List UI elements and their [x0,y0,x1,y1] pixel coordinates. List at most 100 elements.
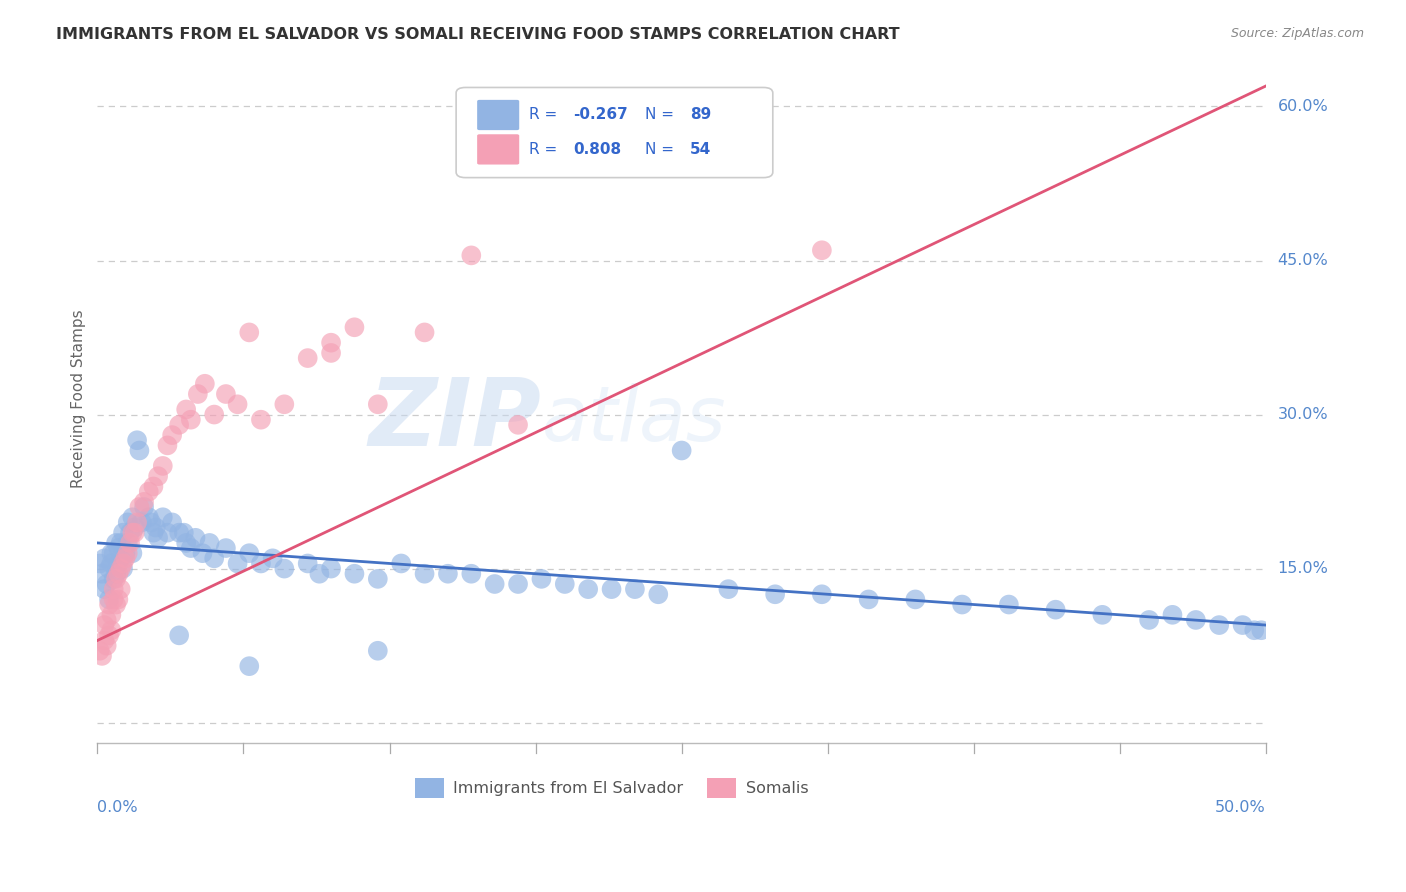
Point [1208,618,1230,632]
Point [194,376,217,391]
Text: R =: R = [529,108,561,122]
Point [191,546,214,560]
Point [105,598,128,612]
Text: 50.0%: 50.0% [1215,799,1265,814]
Point [717,582,740,596]
Point [114,551,136,566]
Point [202,551,225,566]
Point [98,561,121,575]
Point [460,566,482,581]
Point [413,566,436,581]
Point [138,484,160,499]
Point [128,500,150,514]
Text: 54: 54 [690,142,711,157]
Point [367,644,389,658]
Point [124,520,146,534]
Point [174,402,197,417]
Point [600,582,623,596]
Point [1232,618,1254,632]
Text: Source: ZipAtlas.com: Source: ZipAtlas.com [1230,27,1364,40]
Point [98,598,121,612]
Point [93,551,115,566]
Point [226,557,249,571]
Point [484,577,506,591]
Point [93,633,115,648]
Point [367,572,389,586]
Point [145,520,167,534]
Point [124,525,146,540]
Point [437,566,460,581]
Point [343,566,366,581]
Point [297,351,319,365]
FancyBboxPatch shape [477,100,519,130]
Point [128,443,150,458]
Point [187,387,209,401]
Text: 45.0%: 45.0% [1278,253,1329,268]
Point [167,628,190,642]
Point [100,624,122,638]
Point [238,546,260,560]
Point [107,566,129,581]
Point [308,566,330,581]
Point [624,582,647,596]
Point [120,525,142,540]
Text: 30.0%: 30.0% [1278,407,1329,422]
Legend: Immigrants from El Salvador, Somalis: Immigrants from El Salvador, Somalis [409,772,814,804]
Point [112,557,135,571]
Point [96,577,118,591]
Point [112,525,135,540]
Point [131,516,153,530]
Point [506,417,529,432]
Point [343,320,366,334]
Point [1243,624,1265,638]
Point [120,536,142,550]
Point [319,346,342,360]
Point [1045,602,1067,616]
Point [811,244,834,258]
Point [530,572,553,586]
Point [91,566,114,581]
Point [89,557,111,571]
Point [110,561,132,575]
Point [93,618,115,632]
Point [167,417,190,432]
Point [506,577,529,591]
Point [950,598,973,612]
Point [858,592,880,607]
Text: N =: N = [645,108,679,122]
Point [273,397,295,411]
Point [142,525,165,540]
Point [89,644,111,658]
Point [763,587,786,601]
Point [215,541,238,555]
Point [110,536,132,550]
Point [125,434,148,448]
Point [226,397,249,411]
Point [693,145,716,160]
Point [238,659,260,673]
Text: N =: N = [645,142,679,157]
Point [152,510,174,524]
Point [107,541,129,555]
Text: -0.267: -0.267 [574,108,627,122]
Point [671,443,693,458]
Point [117,536,139,550]
Point [121,510,143,524]
Point [105,566,128,581]
Point [160,428,183,442]
Text: 60.0%: 60.0% [1278,99,1329,114]
Point [180,541,202,555]
Point [117,546,139,560]
Point [174,536,197,550]
Point [121,546,143,560]
Point [167,525,190,540]
Point [156,525,179,540]
Y-axis label: Receiving Food Stamps: Receiving Food Stamps [72,310,86,489]
FancyBboxPatch shape [456,87,773,178]
Text: 15.0%: 15.0% [1278,561,1329,576]
Point [103,546,125,560]
Point [238,326,260,340]
Point [112,561,135,575]
Point [460,248,482,262]
Point [389,557,412,571]
